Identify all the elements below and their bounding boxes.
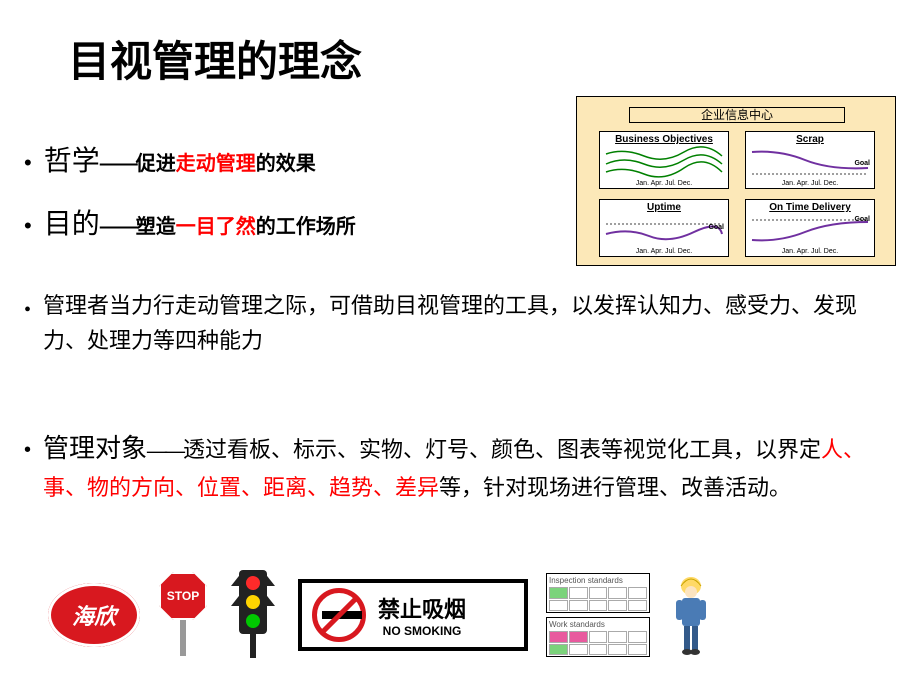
traffic-pole [250, 634, 256, 658]
inspection-standards-board: Inspection standards [546, 573, 650, 613]
panel-title: Business Objectives [600, 134, 728, 145]
std-grid [549, 631, 647, 655]
bullet-head: 目的 [44, 209, 100, 240]
stop-pole [180, 620, 186, 656]
bullet-dot: • [24, 294, 31, 358]
bullet4-head: 管理对象 [43, 434, 147, 463]
std-cell [569, 631, 588, 643]
bullet-philosophy: • 哲学——促进走动管理的效果 [24, 140, 564, 183]
panel-title: On Time Delivery [746, 202, 874, 213]
bullet-post: 的效果 [256, 153, 316, 175]
panel-title: Scrap [746, 134, 874, 145]
no-smoking-text: 禁止吸烟 NO SMOKING [378, 592, 466, 638]
icon-row: 海欣 STOP 禁止吸烟 NO SMOKING Inspection stand… [48, 560, 908, 670]
std-cell [608, 644, 627, 656]
std-cell [549, 587, 568, 599]
panel-months: Jan. Apr. Jul. Dec. [600, 180, 728, 187]
bullet-dash: —— [147, 440, 183, 462]
bullet3-text: 管理者当力行走动管理之际，可借助目视管理的工具，以发挥认知力、感受力、发现力、处… [43, 288, 894, 358]
panel-months: Jan. Apr. Jul. Dec. [746, 248, 874, 255]
no-smoking-en: NO SMOKING [383, 624, 462, 638]
bullet4-pre: 透过看板、标示、实物、灯号、颜色、图表等视觉化工具，以界定 [183, 437, 821, 462]
std-cell [589, 644, 608, 656]
yellow-light [246, 595, 260, 609]
bullet-highlight: 走动管理 [176, 153, 256, 175]
std-cell [569, 600, 588, 612]
std-grid [549, 587, 647, 611]
std-cell [608, 600, 627, 612]
std-cell [628, 587, 647, 599]
green-light [246, 614, 260, 628]
std-cell [628, 644, 647, 656]
std-cell [569, 587, 588, 599]
std-cell [549, 600, 568, 612]
no-smoking-cn: 禁止吸烟 [378, 592, 466, 624]
panel-chart [604, 146, 726, 180]
panel-scrap: Scrap Goal Jan. Apr. Jul. Dec. [745, 131, 875, 189]
panel-months: Jan. Apr. Jul. Dec. [600, 248, 728, 255]
no-smoking-sign: 禁止吸烟 NO SMOKING [298, 579, 528, 651]
bullet-highlight: 一目了然 [176, 216, 256, 238]
std-cell [628, 631, 647, 643]
std-cell [549, 631, 568, 643]
std-cell [628, 600, 647, 612]
traffic-light-icon [226, 570, 280, 660]
haixin-logo-icon: 海欣 [48, 583, 140, 647]
std-title: Work standards [549, 620, 647, 629]
bullet-dot: • [24, 209, 32, 242]
standards-boards: Inspection standards Work standards [546, 573, 650, 657]
bullet-dot: • [24, 434, 31, 505]
bullet4-post: 等，针对现场进行管理、改善活动。 [439, 475, 791, 500]
info-center-box: 企业信息中心 Business Objectives Jan. Apr. Jul… [576, 96, 896, 266]
bullet-pre: 塑造 [136, 216, 176, 238]
worker-svg [668, 572, 714, 658]
std-cell [589, 631, 608, 643]
bullet-post: 的工作场所 [256, 216, 356, 238]
stop-octagon: STOP [159, 572, 207, 620]
std-cell [608, 631, 627, 643]
std-cell [589, 587, 608, 599]
bullet-head: 哲学 [44, 146, 100, 177]
stop-sign-icon: STOP [158, 572, 208, 658]
bullet-list: • 哲学——促进走动管理的效果 • 目的——塑造一目了然的工作场所 [24, 140, 564, 266]
std-cell [589, 600, 608, 612]
panel-delivery: On Time Delivery Goal Jan. Apr. Jul. Dec… [745, 199, 875, 257]
panel-goal: Goal [708, 224, 724, 231]
bullet-dot: • [24, 146, 32, 179]
panel-uptime: Uptime Goal Jan. Apr. Jul. Dec. [599, 199, 729, 257]
panel-goal: Goal [854, 216, 870, 223]
traffic-light-head [239, 570, 267, 634]
std-cell [549, 644, 568, 656]
panel-goal: Goal [854, 160, 870, 167]
info-center-title: 企业信息中心 [629, 107, 845, 123]
slide-title: 目视管理的理念 [68, 28, 362, 89]
work-standards-board: Work standards [546, 617, 650, 657]
panel-business-objectives: Business Objectives Jan. Apr. Jul. Dec. [599, 131, 729, 189]
cigarette-icon [322, 611, 356, 619]
red-light [246, 576, 260, 590]
bullet-manager: • 管理者当力行走动管理之际，可借助目视管理的工具，以发挥认知力、感受力、发现力… [24, 288, 894, 358]
worker-icon [668, 572, 714, 658]
bullet-dash: —— [100, 153, 136, 175]
panel-chart [604, 214, 726, 248]
std-cell [569, 644, 588, 656]
panel-months: Jan. Apr. Jul. Dec. [746, 180, 874, 187]
std-cell [608, 587, 627, 599]
bullet-dash: —— [100, 216, 136, 238]
std-title: Inspection standards [549, 576, 647, 585]
no-smoking-icon [312, 588, 366, 642]
bullet-pre: 促进 [136, 153, 176, 175]
haixin-text: 海欣 [72, 599, 116, 631]
panel-title: Uptime [600, 202, 728, 213]
bullet-object: • 管理对象——透过看板、标示、实物、灯号、颜色、图表等视觉化工具，以界定人、事… [24, 428, 894, 505]
bullet-purpose: • 目的——塑造一目了然的工作场所 [24, 203, 564, 246]
